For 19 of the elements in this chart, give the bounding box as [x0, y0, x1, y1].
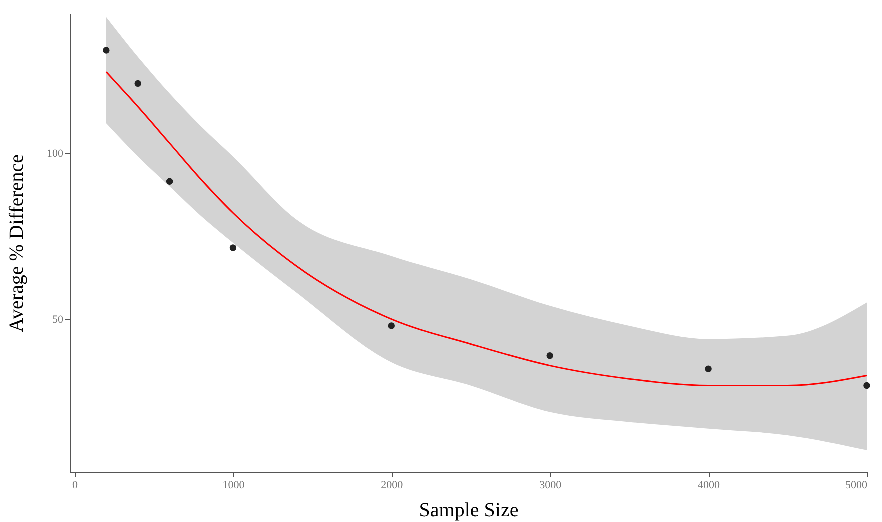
x-tick-label: 1000: [222, 480, 246, 492]
line-series: [106, 71, 868, 386]
y-tick-label: 50: [52, 314, 64, 326]
x-tick-label: 4000: [698, 480, 721, 492]
point: [388, 322, 396, 330]
point: [134, 80, 142, 88]
point: [103, 47, 110, 54]
point: [705, 366, 712, 372]
x-axis-title: Sample Size: [419, 500, 519, 522]
x-tick-label: 3000: [540, 480, 562, 492]
point: [546, 352, 554, 360]
x-tick-label: 2000: [381, 480, 404, 492]
point: [230, 244, 237, 252]
x-tick-label: 5000: [846, 480, 868, 492]
y-tick-label: 100: [47, 148, 64, 160]
point: [864, 382, 870, 390]
point: [166, 178, 174, 185]
y-axis-title: Average % Difference: [6, 154, 28, 333]
x-tick-label: 0: [72, 480, 79, 492]
